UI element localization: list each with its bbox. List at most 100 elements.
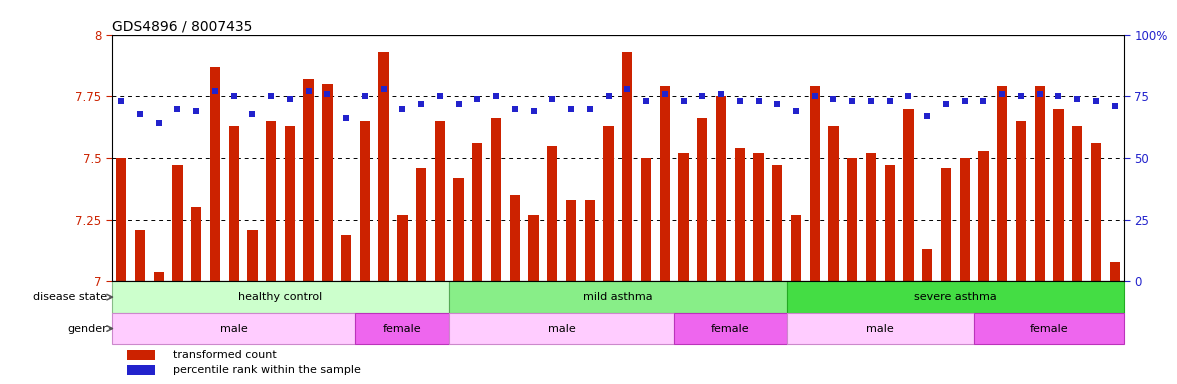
Point — [731, 98, 750, 104]
Point — [505, 106, 524, 112]
Bar — [697, 119, 707, 281]
Point — [937, 101, 956, 107]
Bar — [585, 200, 594, 281]
Point — [599, 93, 618, 99]
Bar — [127, 365, 155, 375]
Point — [975, 98, 993, 104]
Bar — [753, 153, 764, 281]
Point — [1011, 93, 1030, 99]
Bar — [510, 195, 520, 281]
Bar — [786, 281, 1124, 313]
Bar — [866, 153, 876, 281]
Point — [992, 91, 1011, 97]
Bar — [360, 121, 370, 281]
Point — [880, 98, 899, 104]
Bar — [341, 235, 351, 281]
Point — [749, 98, 767, 104]
Point — [131, 111, 149, 117]
Bar — [604, 126, 613, 281]
Bar — [322, 84, 333, 281]
Point — [767, 101, 786, 107]
Bar — [547, 146, 558, 281]
Point — [1105, 103, 1124, 109]
Bar — [940, 168, 951, 281]
Bar — [172, 166, 182, 281]
Bar — [450, 313, 674, 344]
Point — [1030, 91, 1049, 97]
Bar — [355, 313, 450, 344]
Bar — [112, 313, 355, 344]
Text: healthy control: healthy control — [239, 292, 322, 302]
Bar — [959, 158, 970, 281]
Bar — [975, 313, 1124, 344]
Bar — [453, 178, 464, 281]
Point — [168, 106, 187, 112]
Bar — [997, 86, 1008, 281]
Text: severe asthma: severe asthma — [915, 292, 997, 302]
Bar — [415, 168, 426, 281]
Point — [149, 120, 168, 126]
Bar — [786, 313, 975, 344]
Text: transformed count: transformed count — [173, 350, 277, 360]
Bar — [472, 143, 483, 281]
Bar — [528, 215, 539, 281]
Text: male: male — [220, 324, 247, 334]
Point — [486, 93, 505, 99]
Point — [112, 98, 131, 104]
Point — [862, 98, 880, 104]
Point — [637, 98, 656, 104]
Bar — [153, 271, 164, 281]
Bar — [847, 158, 857, 281]
Bar — [734, 148, 745, 281]
Text: gender: gender — [67, 324, 107, 334]
Point — [1086, 98, 1105, 104]
Bar — [922, 249, 932, 281]
Point — [918, 113, 937, 119]
Text: female: female — [383, 324, 421, 334]
Point — [299, 88, 318, 94]
Point — [337, 116, 355, 122]
Point — [712, 91, 731, 97]
Text: disease state: disease state — [33, 292, 107, 302]
Bar — [829, 126, 839, 281]
Bar — [450, 281, 786, 313]
Point — [468, 96, 487, 102]
Point — [206, 88, 225, 94]
Bar — [379, 52, 388, 281]
Bar — [810, 86, 820, 281]
Point — [1049, 93, 1068, 99]
Bar — [659, 86, 670, 281]
Bar — [623, 52, 632, 281]
Text: male: male — [866, 324, 895, 334]
Point — [524, 108, 543, 114]
Bar — [1016, 121, 1026, 281]
Bar — [210, 67, 220, 281]
Point — [225, 93, 244, 99]
Point — [1068, 96, 1086, 102]
Bar — [1072, 126, 1083, 281]
Bar — [434, 121, 445, 281]
Bar — [772, 166, 783, 281]
Point — [561, 106, 580, 112]
Bar — [1035, 86, 1045, 281]
Text: percentile rank within the sample: percentile rank within the sample — [173, 365, 360, 375]
Text: GDS4896 / 8007435: GDS4896 / 8007435 — [112, 20, 252, 33]
Point — [412, 101, 431, 107]
Point — [543, 96, 561, 102]
Bar — [247, 230, 258, 281]
Bar — [285, 126, 295, 281]
Point — [280, 96, 299, 102]
Bar — [127, 350, 155, 360]
Text: female: female — [1030, 324, 1069, 334]
Bar — [641, 158, 651, 281]
Bar — [135, 230, 145, 281]
Point — [318, 91, 337, 97]
Point — [187, 108, 206, 114]
Point — [242, 111, 261, 117]
Bar — [1053, 109, 1064, 281]
Point — [656, 91, 674, 97]
Point — [431, 93, 450, 99]
Bar — [566, 200, 577, 281]
Point — [580, 106, 599, 112]
Bar — [903, 109, 913, 281]
